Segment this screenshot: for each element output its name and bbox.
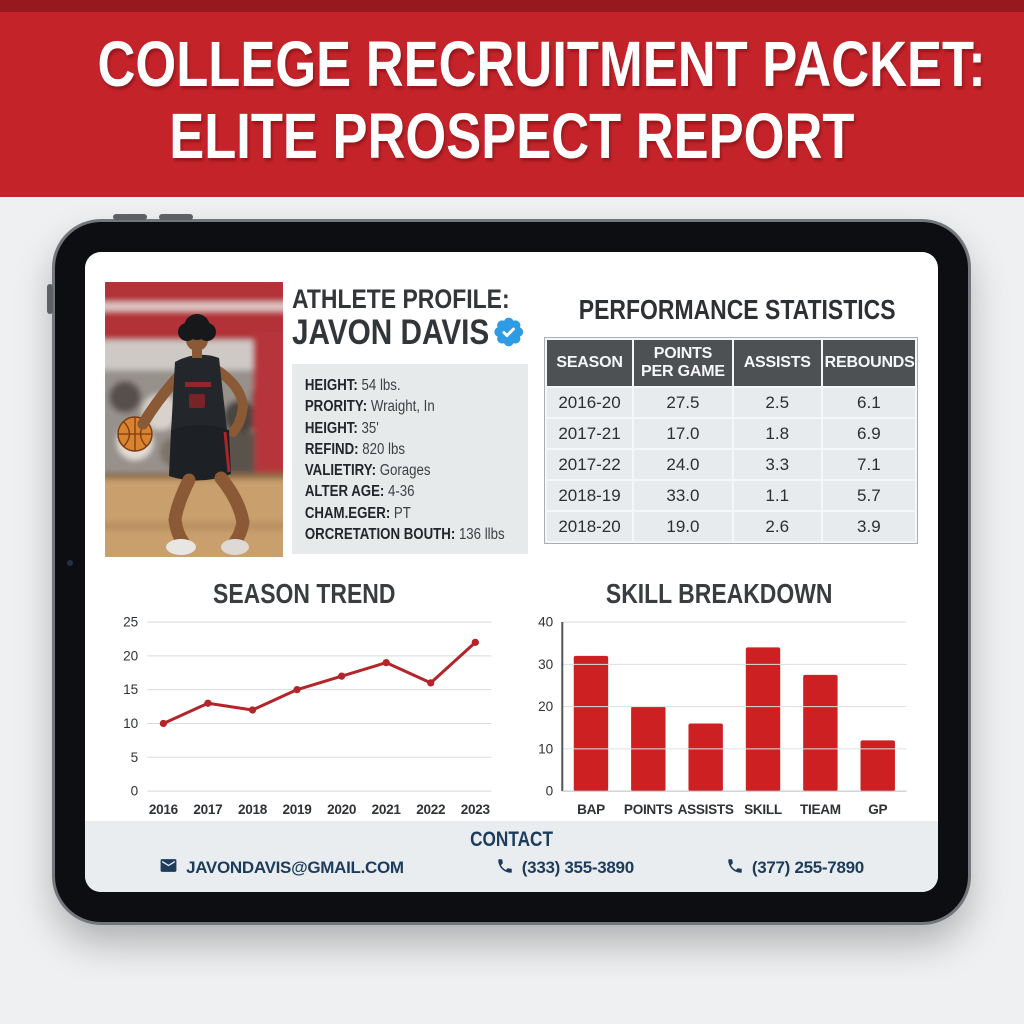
table-header-row: SEASON POINTS PER GAME ASSISTS REBOUNDS [547, 340, 915, 386]
svg-text:2019: 2019 [283, 802, 313, 817]
svg-text:2018: 2018 [238, 802, 268, 817]
skill-breakdown-section: SKILL BREAKDOWN 0 10 20 30 40 BAP POINTS ASSIST… [512, 578, 927, 821]
svg-text:5: 5 [131, 750, 139, 765]
performance-title: PERFORMANCE STATISTICS [578, 294, 896, 325]
email-icon [159, 856, 178, 880]
season-trend-chart-svg: 0 5 10 15 20 25 2016 2017 2018 2019 2020 2021 2022 20… [123, 615, 492, 817]
svg-text:15: 15 [123, 682, 138, 697]
stat-row: HEIGHT: 35' [304, 419, 379, 437]
svg-text:20: 20 [538, 699, 554, 714]
phone-icon [726, 857, 744, 880]
svg-text:40: 40 [538, 615, 554, 630]
season-trend-chart: 0 5 10 15 20 25 2016 2017 2018 2019 2020 2021 2022 20… [103, 612, 506, 825]
svg-text:SKILL: SKILL [744, 802, 782, 817]
svg-text:0: 0 [545, 784, 553, 799]
svg-text:25: 25 [123, 615, 138, 630]
stat-row: ALTER AGE: 4-36 [304, 483, 415, 501]
athlete-photo [105, 282, 283, 557]
contact-phone-1[interactable]: (333) 355-3890 [496, 856, 634, 880]
svg-text:10: 10 [538, 741, 554, 756]
front-camera [67, 560, 73, 566]
table-row: 2018-19 33.0 1.1 5.7 [547, 481, 915, 510]
stat-row: CHAM.EGER: PT [304, 504, 411, 522]
top-section: ATHLETE PROFILE: JAVON DAVIS HEIGHT: 54 … [105, 282, 918, 558]
svg-text:20: 20 [123, 648, 139, 663]
profile-stats-panel: HEIGHT: 54 lbs. PRORITY: Wraight, In HEI… [292, 364, 528, 555]
athlete-name: JAVON DAVIS [292, 314, 528, 352]
performance-table: SEASON POINTS PER GAME ASSISTS REBOUNDS … [544, 337, 918, 544]
stat-row: HEIGHT: 54 lbs. [304, 377, 401, 394]
season-trend-title: SEASON TREND [213, 578, 396, 609]
skill-breakdown-chart: 0 10 20 30 40 BAP POINTS ASSISTS SKILL TIEAM GP [518, 612, 921, 825]
table-row: 2018-20 19.0 2.6 3.9 [547, 512, 915, 541]
charts-section: SEASON TREND 0 5 10 15 20 25 2016 2017 2018 2019 2… [97, 578, 926, 821]
table-row: 2016-20 27.5 2.5 6.1 [547, 388, 915, 417]
profile-section-title: ATHLETE PROFILE: [292, 284, 510, 314]
svg-text:0: 0 [131, 784, 139, 799]
skill-breakdown-chart-svg: 0 10 20 30 40 BAP POINTS ASSISTS SKILL TIEAM GP [538, 615, 906, 817]
column-header-rebounds: REBOUNDS [822, 340, 915, 386]
svg-text:POINTS: POINTS [623, 802, 672, 817]
power-button [47, 284, 53, 314]
column-header-assists: ASSISTS [733, 340, 821, 386]
table-row: 2017-21 17.0 1.8 6.9 [547, 419, 915, 448]
contact-email[interactable]: JAVONDAVIS@GMAIL.COM [159, 856, 404, 880]
contact-title: CONTACT [470, 828, 553, 851]
svg-text:TIEAM: TIEAM [800, 802, 841, 817]
stat-row: PRORITY: Wraight, In [304, 398, 435, 416]
svg-text:30: 30 [538, 657, 554, 672]
season-trend-section: SEASON TREND 0 5 10 15 20 25 2016 2017 2018 2019 2… [97, 578, 512, 821]
table-row: 2017-22 24.0 3.3 7.1 [547, 450, 915, 479]
svg-text:2020: 2020 [327, 802, 356, 817]
volume-down-button [159, 214, 193, 220]
stat-row: ORCRETATION BOUTH: 136 llbs [304, 526, 505, 544]
banner-title-line1: COLLEGE RECRUITMENT PACKET: [97, 28, 986, 100]
svg-text:2021: 2021 [372, 802, 402, 817]
volume-up-button [113, 214, 147, 220]
column-header-ppg: POINTS PER GAME [634, 340, 732, 386]
banner-title-line2: ELITE PROSPECT REPORT [169, 100, 855, 172]
contact-bar: CONTACT JAVONDAVIS@GMAIL.COM (333) 355-3… [85, 821, 938, 892]
svg-text:ASSISTS: ASSISTS [677, 802, 733, 817]
svg-text:BAP: BAP [577, 802, 605, 817]
header-banner: COLLEGE RECRUITMENT PACKET: ELITE PROSPE… [0, 0, 1024, 197]
player-silhouette [117, 314, 250, 555]
column-header-season: SEASON [547, 340, 633, 386]
svg-text:10: 10 [123, 716, 139, 731]
performance-section: PERFORMANCE STATISTICS SEASON POINTS PER… [544, 282, 918, 558]
svg-text:GP: GP [868, 802, 887, 817]
svg-text:2017: 2017 [193, 802, 222, 817]
verified-badge-icon [494, 314, 524, 352]
svg-text:2016: 2016 [149, 802, 179, 817]
stat-row: REFIND: 820 lbs [304, 440, 405, 458]
svg-text:2023: 2023 [461, 802, 491, 817]
skill-breakdown-title: SKILL BREAKDOWN [605, 578, 833, 609]
tablet-frame: ATHLETE PROFILE: JAVON DAVIS HEIGHT: 54 … [47, 214, 968, 922]
stat-row: VALIETIRY: Gorages [304, 462, 431, 480]
contact-phone-2[interactable]: (377) 255-7890 [726, 856, 864, 880]
athlete-profile-section: ATHLETE PROFILE: JAVON DAVIS HEIGHT: 54 … [292, 282, 528, 558]
tablet-screen: ATHLETE PROFILE: JAVON DAVIS HEIGHT: 54 … [85, 252, 938, 892]
svg-text:2022: 2022 [416, 802, 446, 817]
phone-icon [496, 857, 514, 880]
